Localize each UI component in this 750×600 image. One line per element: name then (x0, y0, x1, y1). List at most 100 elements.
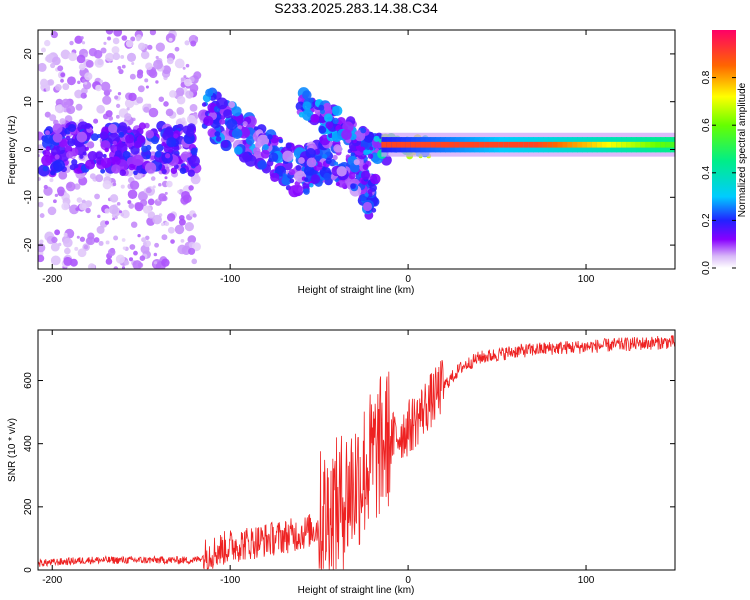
spectrogram-cell (369, 146, 374, 151)
spectrogram-cell (78, 63, 86, 71)
spectrogram-cell (267, 134, 273, 140)
spectrogram-cell (188, 155, 200, 168)
tone-band-core (533, 141, 539, 148)
spectrogram-cell (155, 42, 165, 52)
spectrogram-cell (102, 153, 107, 159)
tone-band-core (415, 141, 422, 148)
colorbar: 0.0 0.2 0.4 0.6 0.8 Normalized spectral ampl… (701, 30, 748, 275)
tone-band-core (582, 141, 588, 148)
spectrogram-cell (93, 237, 100, 243)
spectrogram-cell (67, 76, 76, 86)
spectrogram-cell (43, 78, 47, 82)
tone-band-core (577, 141, 583, 148)
spectrogram-y-axis: -20 -10 0 10 20 (23, 48, 675, 252)
spectrogram-cell (322, 154, 328, 160)
spectrogram-cell (185, 90, 194, 99)
spectrogram-cell (350, 152, 355, 157)
spectrogram-cell (173, 133, 179, 139)
spectrogram-cell (156, 143, 164, 152)
spectrogram-cell (41, 47, 46, 53)
tone-band-core (464, 141, 471, 148)
spectrogram-cell (178, 218, 186, 226)
spectrogram-cell (161, 234, 168, 241)
spectrogram-y-tick-label: 10 (23, 96, 34, 108)
spectrogram-cell (125, 39, 134, 48)
spectrogram-cell (100, 157, 112, 169)
spectrogram-cell (149, 30, 157, 36)
spectrogram-cell (323, 172, 331, 181)
spectrogram-cell (141, 50, 149, 58)
spectrogram-cell (332, 117, 339, 125)
tone-band-core (542, 141, 549, 148)
colorbar-tick-label: 0.8 (701, 70, 712, 84)
spectrogram-cell (136, 37, 141, 42)
spectrogram-cell (228, 101, 236, 108)
spectrogram-cell (89, 173, 96, 180)
spectrogram-cell (115, 254, 125, 264)
snr-x-axis: -200 -100 0 100 (42, 330, 595, 586)
spectrogram-cell (114, 150, 122, 158)
tone-band-core (660, 141, 667, 148)
snr-panel: -200 -100 0 100 0 200 400 600 Height of straig… (7, 329, 676, 596)
spectrogram-x-tick-label: 0 (405, 274, 411, 285)
spectrogram-cell (76, 197, 83, 203)
colorbar-scale (712, 30, 736, 268)
tone-band-core (489, 141, 495, 148)
tone-band-core (586, 141, 593, 148)
spectrogram-cell (121, 238, 126, 242)
spectrogram-cell (65, 181, 76, 192)
spectrogram-cell (309, 182, 314, 188)
spectrogram-cell (137, 85, 145, 93)
tone-band-core (498, 141, 505, 148)
spectrogram-cell (244, 154, 257, 167)
spectrogram-cell (174, 224, 185, 235)
spectrogram-cell (108, 132, 120, 145)
spectrogram-cell (112, 217, 116, 221)
spectrogram-cell (63, 232, 68, 237)
snr-y-tick-label: 0 (23, 567, 34, 573)
spectrogram-cell (104, 147, 110, 153)
spectrogram-cell (183, 75, 187, 79)
spectrogram-cell (145, 62, 153, 70)
tone-band-core (440, 141, 446, 148)
tone-band-core (430, 141, 437, 148)
spectrogram-cell (66, 105, 76, 115)
spectrogram-cell (97, 59, 104, 66)
spectrogram-cell (95, 174, 104, 183)
spectrogram-cell (54, 154, 60, 160)
spectrogram-x-tick-label: 100 (578, 274, 595, 285)
spectrogram-cell (177, 190, 181, 194)
spectrogram-cell (114, 215, 118, 220)
spectrogram-cell (325, 121, 333, 129)
spectrogram-cell (80, 36, 84, 40)
spectrogram-cell (295, 165, 302, 171)
spectrogram-cell (184, 40, 190, 46)
spectrogram-cell (153, 252, 158, 257)
spectrogram-cell (126, 107, 130, 111)
tone-band-core (405, 141, 412, 148)
spectrogram-cell (337, 179, 346, 188)
spectrogram-cell (102, 180, 112, 190)
spectrogram-cell (93, 118, 99, 124)
spectrogram-cell (160, 222, 165, 227)
spectrogram-y-tick-label: -20 (23, 237, 34, 252)
spectrogram-cell (53, 199, 57, 204)
spectrogram-cell (42, 138, 53, 149)
spectrogram-cell (336, 166, 347, 177)
spectrogram-cell (50, 242, 60, 252)
tone-band-core (650, 141, 657, 148)
tone-band-core (630, 141, 637, 148)
spectrogram-cell (83, 52, 88, 58)
spectrogram-cell (145, 144, 152, 151)
spectrogram-cell (47, 206, 57, 216)
snr-y-tick-label: 200 (23, 498, 34, 515)
spectrogram-cell (164, 221, 170, 227)
spectrogram-cell (99, 131, 108, 140)
spectrogram-cell (331, 105, 343, 117)
spectrogram-cell (56, 186, 65, 195)
spectrogram-cell (270, 172, 280, 182)
spectrogram-cell (124, 113, 132, 121)
spectrogram-cell (108, 89, 112, 93)
spectrogram-cell (242, 121, 248, 127)
spectrogram-cell (223, 109, 233, 119)
